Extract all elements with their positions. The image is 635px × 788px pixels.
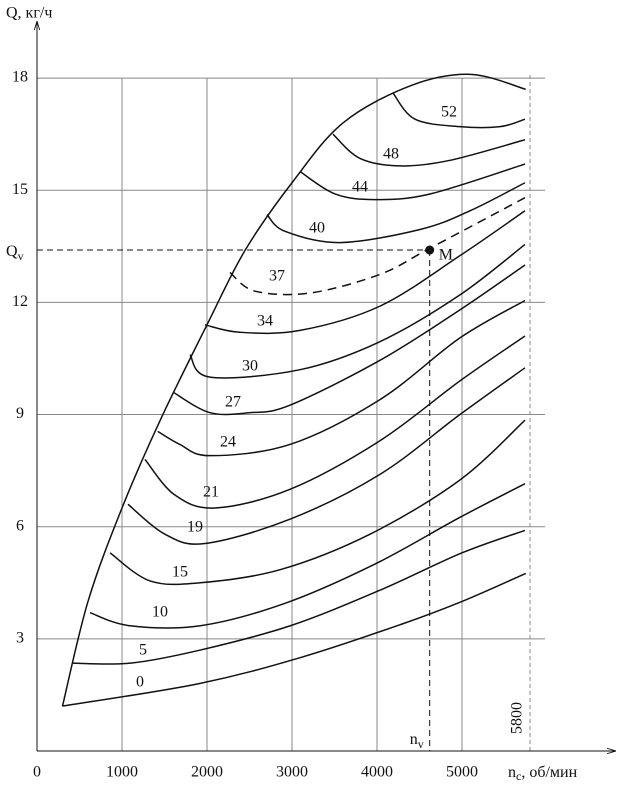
iso-line (144, 335, 526, 509)
y-tick-label: 9 (16, 405, 24, 422)
point-label: M (439, 247, 453, 264)
x-tick-label: 0 (33, 764, 41, 781)
iso-line (127, 367, 526, 545)
iso-label: 0 (136, 674, 144, 691)
iso-line (189, 243, 526, 379)
iso-line (109, 419, 526, 586)
y-tick-label: 12 (12, 293, 28, 310)
x-tick-label: 1000 (106, 764, 138, 781)
iso-line (72, 529, 526, 665)
operating-point (425, 245, 435, 255)
y-tick-label: 15 (12, 181, 28, 198)
n-label: nv (410, 731, 424, 751)
iso-line (229, 197, 526, 296)
x-tick-label: 4000 (361, 764, 393, 781)
iso-label: 15 (172, 564, 188, 581)
x-axis-title-sub: c (516, 769, 521, 783)
x-tick-label: 2000 (191, 764, 223, 781)
q-label-sub: v (18, 249, 24, 263)
x-axis-title-rest: , об/мин (521, 764, 577, 781)
n-label-main: n (410, 731, 418, 748)
iso-label: 30 (242, 358, 258, 375)
iso-label: 40 (309, 220, 325, 237)
q-label-main: Q (6, 243, 18, 260)
iso-label: 10 (152, 604, 168, 621)
y-tick-label: 18 (12, 69, 28, 86)
iso-label: 24 (220, 434, 236, 451)
iso-label: 27 (225, 394, 241, 411)
y-axis-title: Q, кг/ч (6, 5, 52, 22)
iso-line (172, 264, 526, 416)
iso-line (204, 210, 526, 335)
n-label-sub: v (418, 737, 424, 751)
x-axis-title-main: n (508, 764, 516, 781)
iso-line (392, 92, 526, 129)
envelope-line (61, 73, 526, 707)
iso-line (89, 483, 526, 629)
limit-label: 5800 (509, 702, 526, 734)
q-label: Qv (6, 243, 24, 263)
iso-label: 52 (441, 104, 457, 121)
x-axis-title: nc, об/мин (508, 764, 578, 783)
x-tick-label: 5000 (446, 764, 478, 781)
iso-line (299, 163, 526, 201)
iso-label: 5 (139, 642, 147, 659)
iso-line (266, 182, 526, 244)
iso-label: 19 (187, 519, 203, 536)
iso-label: 34 (257, 313, 273, 330)
iso-line (62, 572, 527, 707)
iso-label: 37 (269, 268, 285, 285)
iso-label: 44 (352, 179, 368, 196)
iso-line (157, 299, 526, 457)
iso-line (332, 133, 526, 167)
iso-label: 48 (383, 146, 399, 163)
iso-label: 21 (203, 484, 219, 501)
y-tick-label: 6 (16, 517, 24, 534)
x-tick-label: 3000 (276, 764, 308, 781)
y-tick-label: 3 (16, 630, 24, 647)
